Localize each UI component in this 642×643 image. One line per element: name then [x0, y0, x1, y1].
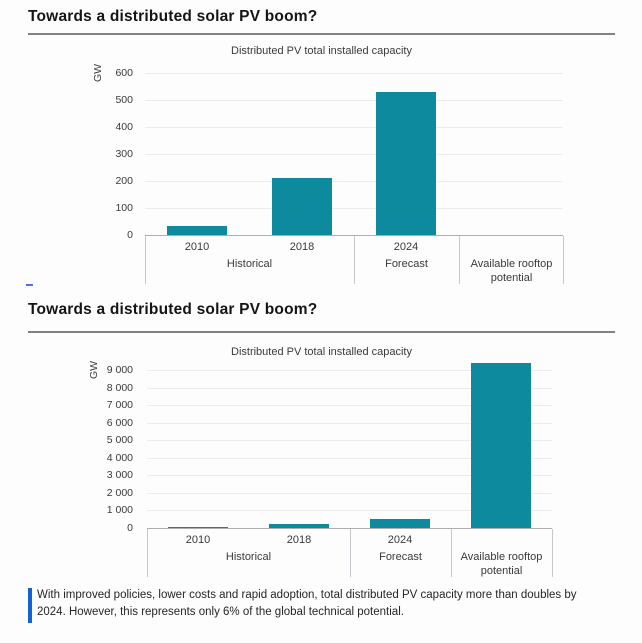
- title-rule-bottom: [28, 331, 615, 333]
- y-gridline: [145, 100, 563, 101]
- y-tick-label: 7 000: [106, 399, 133, 411]
- chart-title: Distributed PV total installed capacity: [231, 45, 412, 57]
- axis-group-divider: [451, 529, 452, 577]
- y-gridline: [145, 127, 563, 128]
- y-tick-label: 3 000: [106, 469, 133, 481]
- y-gridline: [145, 73, 563, 74]
- y-tick-label: 6 000: [106, 417, 133, 429]
- bar-2024: [376, 91, 436, 235]
- axis-group-divider: [145, 236, 146, 284]
- axis-group-divider: [354, 236, 355, 284]
- y-gridline: [147, 405, 552, 406]
- x-group-label: Historical: [225, 551, 272, 563]
- x-axis-line: [147, 528, 552, 529]
- x-axis-line: [145, 235, 563, 236]
- y-tick-label: 200: [115, 175, 133, 187]
- y-gridline: [147, 440, 552, 441]
- y-gridline: [147, 493, 552, 494]
- bar-2010: [168, 526, 228, 528]
- y-gridline: [145, 208, 563, 209]
- y-tick-label: 500: [115, 94, 133, 106]
- y-gridline: [147, 423, 552, 424]
- axis-group-divider: [147, 529, 148, 577]
- y-tick-label: 0: [127, 522, 133, 534]
- bar-2010: [167, 225, 227, 235]
- axis-group-divider: [552, 529, 553, 577]
- x-group-label: Available rooftop potential: [460, 551, 543, 577]
- y-tick-label: 0: [127, 229, 133, 241]
- bar-2018: [272, 178, 332, 235]
- section-title-bottom: Towards a distributed solar PV boom?: [28, 301, 318, 318]
- y-gridline: [147, 510, 552, 511]
- axis-group-divider: [350, 529, 351, 577]
- y-gridline: [147, 370, 552, 371]
- x-tick-label: 2024: [393, 241, 419, 253]
- axis-group-divider: [563, 236, 564, 284]
- y-gridline: [147, 475, 552, 476]
- y-tick-label: 300: [115, 148, 133, 160]
- caption-text: With improved policies, lower costs and …: [37, 589, 577, 619]
- x-tick-label: 2018: [289, 241, 315, 253]
- stray-dash-mark: [26, 284, 33, 286]
- x-group-label: Historical: [226, 258, 273, 270]
- y-tick-label: 9 000: [106, 364, 133, 376]
- y-tick-label: 4 000: [106, 452, 133, 464]
- y-tick-label: 2 000: [106, 487, 133, 499]
- y-gridline: [147, 388, 552, 389]
- title-rule-top: [28, 33, 615, 35]
- y-tick-label: 1 000: [106, 504, 133, 516]
- bar-2018: [269, 524, 329, 528]
- y-gridline: [145, 154, 563, 155]
- x-tick-label: 2024: [387, 534, 413, 546]
- chart-title: Distributed PV total installed capacity: [231, 346, 412, 358]
- y-tick-label: 100: [115, 202, 133, 214]
- x-tick-label: 2018: [286, 534, 312, 546]
- y-tick-label: 600: [115, 67, 133, 79]
- y-tick-label: 8 000: [106, 382, 133, 394]
- x-tick-label: 2010: [185, 534, 211, 546]
- x-group-label: Forecast: [379, 551, 422, 563]
- y-tick-label: 400: [115, 121, 133, 133]
- caption-accent-bar: [28, 588, 32, 623]
- x-group-label: Available rooftop potential: [470, 258, 553, 284]
- x-group-label: Forecast: [385, 258, 428, 270]
- x-tick-label: 2010: [184, 241, 210, 253]
- y-gridline: [145, 181, 563, 182]
- section-title-top: Towards a distributed solar PV boom?: [28, 8, 318, 25]
- axis-group-divider: [459, 236, 460, 284]
- bar-available-rooftop-potential: [471, 363, 531, 528]
- y-gridline: [147, 458, 552, 459]
- y-tick-label: 5 000: [106, 434, 133, 446]
- bar-2024: [370, 518, 430, 528]
